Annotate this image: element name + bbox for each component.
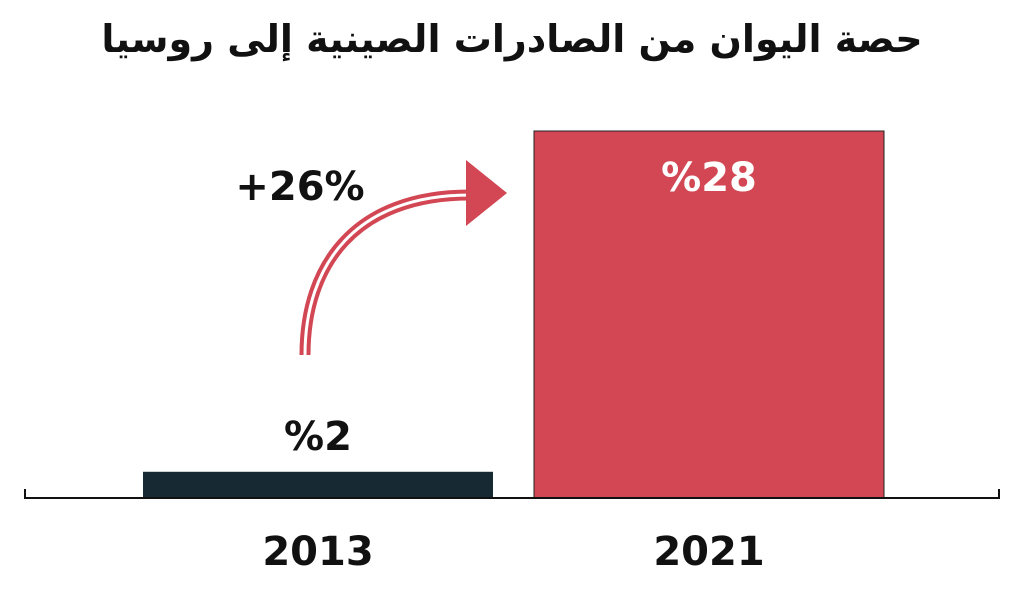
change-arrow bbox=[299, 160, 507, 356]
value-label-2021: %28 bbox=[661, 155, 757, 201]
bar-2021 bbox=[533, 130, 885, 499]
category-labels: 2013 2021 bbox=[262, 529, 764, 575]
chart-title: حصة اليوان من الصادرات الصينية إلى روسيا bbox=[101, 17, 922, 62]
bar-2013 bbox=[143, 471, 493, 498]
category-label-2021: 2021 bbox=[653, 529, 764, 575]
value-label-2013: %2 bbox=[284, 414, 352, 460]
category-label-2013: 2013 bbox=[262, 529, 373, 575]
bars-group bbox=[143, 130, 885, 499]
change-label: +26% bbox=[235, 164, 364, 210]
value-labels: %2 %28 bbox=[284, 155, 757, 460]
